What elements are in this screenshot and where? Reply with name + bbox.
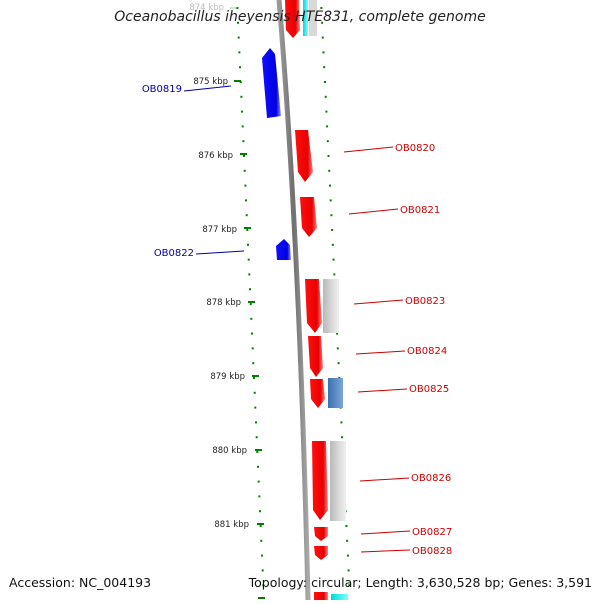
feature-top-partial[interactable] (285, 0, 317, 38)
ruler-label: 881 kbp (214, 520, 249, 530)
position-ruler: 874 kbp 875 kbp 876 kbp 877 kbp 878 kbp … (189, 3, 265, 599)
gene-label-ob0825[interactable]: OB0825 (409, 384, 449, 395)
gene-ob0824[interactable] (308, 336, 323, 377)
gene-labels: OB0819 OB0820 OB0821 OB0822 OB0823 OB082… (142, 84, 452, 557)
feature-bottom-partial[interactable] (314, 592, 348, 600)
gene-ob0827[interactable] (314, 527, 328, 541)
gene-label-ob0819[interactable]: OB0819 (142, 84, 182, 95)
gene-ob0826[interactable] (312, 441, 346, 521)
genome-stats: Topology: circular; Length: 3,630,528 bp… (248, 575, 592, 590)
map-title: Oceanobacillus iheyensis HTE831, complet… (114, 9, 486, 25)
ruler-label: 879 kbp (210, 372, 245, 382)
gene-label-ob0822[interactable]: OB0822 (154, 248, 194, 259)
gene-callouts (183, 85, 411, 553)
gene-label-ob0823[interactable]: OB0823 (405, 296, 445, 307)
ruler-label: 876 kbp (198, 151, 233, 161)
ruler-label: 875 kbp (193, 77, 228, 87)
inner-tick-marks (236, 7, 265, 587)
gene-label-ob0828[interactable]: OB0828 (412, 546, 452, 557)
gene-ob0821[interactable] (300, 197, 317, 237)
gene-ob0819[interactable] (262, 48, 281, 118)
gene-ob0828[interactable] (314, 546, 328, 560)
accession-label: Accession: NC_004193 (9, 575, 152, 590)
genome-backbone (276, 0, 311, 601)
gene-label-ob0826[interactable]: OB0826 (411, 473, 451, 484)
gene-ob0822[interactable] (276, 239, 291, 260)
ruler-label: 878 kbp (206, 298, 241, 308)
gene-ob0820[interactable] (295, 130, 313, 182)
gene-label-ob0827[interactable]: OB0827 (412, 527, 452, 538)
gene-ob0825[interactable] (310, 378, 343, 408)
gene-label-ob0821[interactable]: OB0821 (400, 205, 440, 216)
ruler-label: 877 kbp (202, 225, 237, 235)
gene-ob0823[interactable] (305, 279, 339, 333)
ruler-label: 880 kbp (212, 446, 247, 456)
gene-label-ob0824[interactable]: OB0824 (407, 346, 447, 357)
gene-label-ob0820[interactable]: OB0820 (395, 143, 435, 154)
ruler-label: 874 kbp (189, 3, 224, 13)
